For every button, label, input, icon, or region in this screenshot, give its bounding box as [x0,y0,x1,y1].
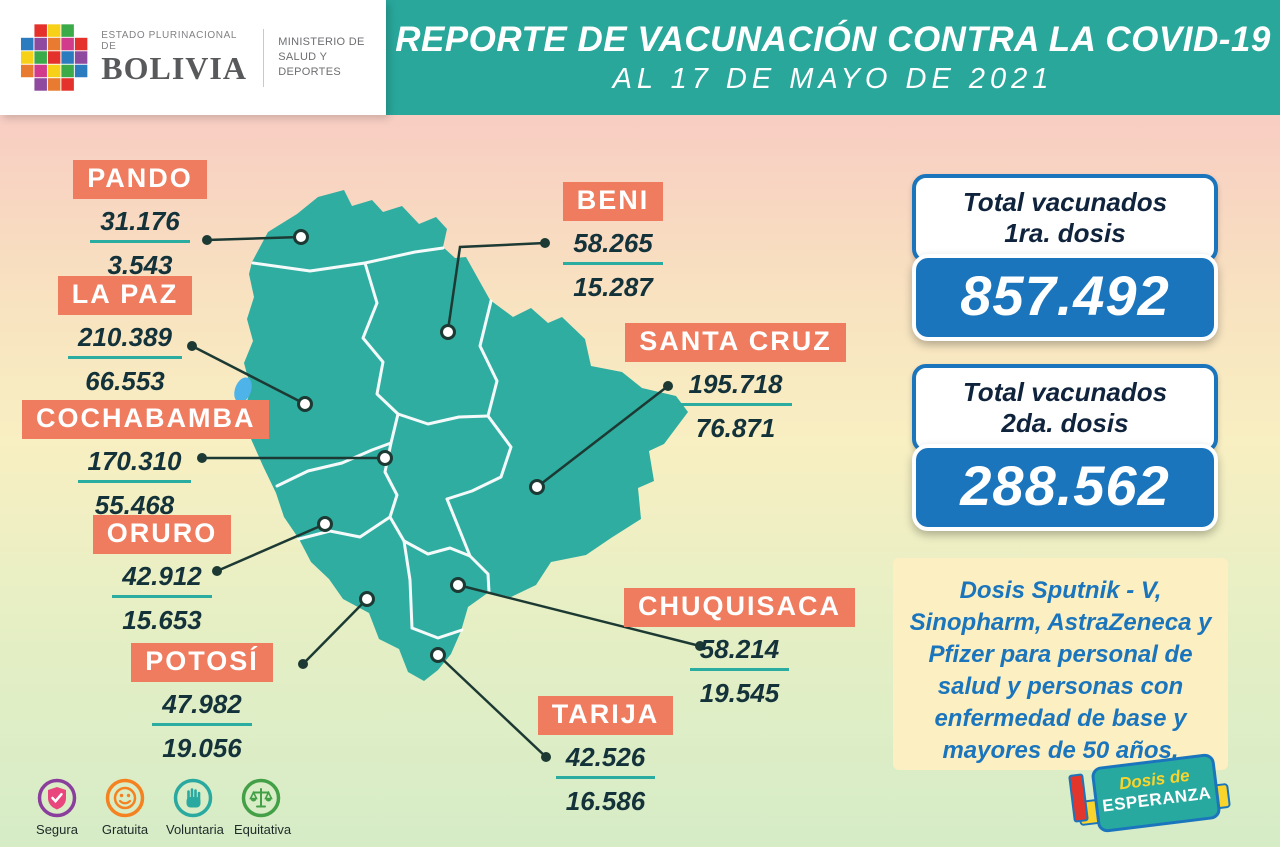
dose2-value: 19.545 [699,678,780,708]
total-dose2-value: 288.562 [912,444,1218,531]
department-callout-pando: PANDO 31.176 3.543 [60,160,220,281]
dose2-value: 3.543 [107,250,173,280]
dose1-value: 31.176 [90,206,190,243]
map-markers [293,229,545,663]
dose1-value: 170.310 [77,446,192,483]
campaign-logo: Dosis de ESPERANZA [1068,752,1235,842]
total-dose1-title-line1: Total vacunados [962,187,1168,217]
page-subtitle: AL 17 DE MAYO DE 2021 [612,62,1054,95]
ministry-name: MINISTERIO DE SALUD Y DEPORTES [278,36,365,78]
callout-lines [191,235,701,758]
vaccination-principles: Segura Gratuita Voluntaria [30,778,292,837]
dose1-value: 195.718 [678,369,793,406]
department-label: SANTA CRUZ [625,323,846,362]
department-label: BENI [562,182,664,221]
syringe-plunger-icon [1068,773,1089,823]
smiley-icon [105,778,145,818]
principle-label: Equitativa [234,822,292,837]
department-callout-oruro: ORURO 42.912 15.653 [82,515,242,636]
principle-segura: Segura [30,778,84,837]
principle-label: Voluntaria [166,822,224,837]
state-line-label: ESTADO PLURINACIONAL DE [101,29,237,52]
dose2-value: 76.871 [695,413,776,443]
dose1-value: 58.214 [689,634,790,671]
total-dose2-title-line2: 2da. dosis [1001,408,1129,439]
callout-dots [187,235,705,762]
department-callout-cochabamba: COCHABAMBA 170.310 55.468 [22,400,270,521]
lake-titicaca [234,377,252,403]
dose2-value: 15.287 [573,272,653,302]
dose2-value: 66.553 [85,366,165,396]
principle-equitativa: Equitativa [234,778,292,837]
dose1-value: 210.389 [68,322,182,359]
dose2-value: 15.653 [122,605,202,635]
dose2-value: 19.056 [162,733,242,763]
department-callout-tarija: TARIJA 42.526 16.586 [523,696,688,817]
principle-voluntaria: Voluntaria [166,778,224,837]
vaccine-note: Dosis Sputnik - V, Sinopharm, AstraZenec… [893,558,1228,770]
scales-icon [241,778,281,818]
department-label: CHUQUISACA [623,588,855,627]
total-dose1-card: Total vacunados 1ra. dosis [912,174,1218,264]
dose1-value: 58.265 [563,228,663,265]
country-name: BOLIVIA [101,49,247,86]
department-label: POTOSÍ [131,643,273,682]
ministry-logo-box: ESTADO PLURINACIONAL DE BOLIVIA MINISTER… [0,0,386,115]
department-label: TARIJA [537,696,674,735]
department-callout-potosi: POTOSÍ 47.982 19.056 [122,643,282,764]
department-label: PANDO [73,160,207,199]
hand-icon [173,778,213,818]
total-dose2-title-line1: Total vacunados [962,377,1168,407]
syringe-body-icon: Dosis de ESPERANZA [1090,752,1222,834]
bolivia-territory [243,190,688,681]
dose1-value: 47.982 [152,689,252,726]
department-label: COCHABAMBA [22,400,270,439]
department-callout-beni: BENI 58.265 15.287 [538,182,688,303]
department-callout-santa-cruz: SANTA CRUZ 195.718 76.871 [618,323,853,444]
bolivia-emblem-icon [20,23,88,91]
dose1-value: 42.526 [555,742,656,779]
department-label: ORURO [92,515,232,554]
header-bar: ESTADO PLURINACIONAL DE BOLIVIA MINISTER… [0,0,1280,115]
shield-icon [37,778,77,818]
dose1-value: 42.912 [112,561,212,598]
logo-divider [263,28,265,87]
total-dose2-card: Total vacunados 2da. dosis [912,364,1218,454]
dose2-value: 16.586 [565,786,646,816]
total-dose1-title-line2: 1ra. dosis [1004,218,1126,249]
department-borders [251,246,513,640]
principle-gratuita: Gratuita [98,778,152,837]
principle-label: Gratuita [101,822,149,837]
department-callout-la-paz: LA PAZ 210.389 66.553 [35,276,215,397]
page-title: REPORTE DE VACUNACIÓN CONTRA LA COVID-19 [395,19,1271,59]
department-callout-chuquisaca: CHUQUISACA 58.214 19.545 [622,588,857,709]
principle-label: Segura [36,822,78,837]
department-label: LA PAZ [57,276,193,315]
total-dose1-value: 857.492 [912,254,1218,341]
